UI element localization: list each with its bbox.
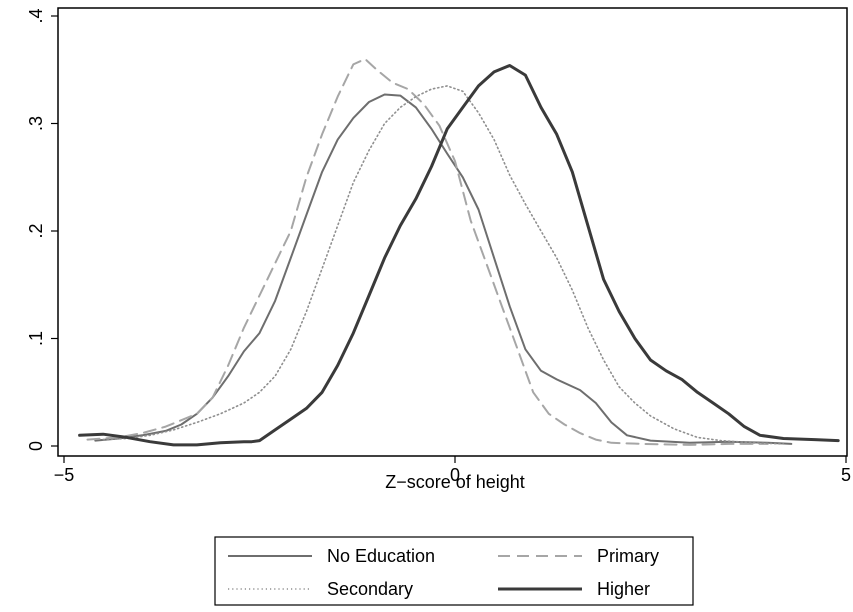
x-tick-label: 0	[450, 465, 460, 485]
y-tick-label: .3	[26, 116, 46, 131]
legend-box	[214, 536, 694, 606]
series-line-higher	[78, 64, 840, 447]
series-line-no-education	[94, 93, 793, 445]
series-line-secondary	[102, 85, 785, 445]
y-axis: 0 .1 .2 .3 .4	[26, 8, 58, 451]
plot-frame	[57, 7, 848, 457]
x-tick-label: 5	[841, 465, 851, 485]
series-line-primary	[86, 58, 769, 446]
legend-label: Secondary	[327, 579, 413, 599]
legend-items: No Education Primary Secondary Higher	[228, 546, 659, 599]
legend-label: No Education	[327, 546, 435, 566]
legend-label: Higher	[597, 579, 650, 599]
y-tick-label: .2	[26, 223, 46, 238]
series-lines	[78, 58, 840, 447]
x-axis: −5 0 5	[54, 456, 851, 485]
y-tick-label: .4	[26, 8, 46, 23]
legend: No Education Primary Secondary Higher	[214, 536, 694, 606]
legend-label: Primary	[597, 546, 659, 566]
y-tick-label: .1	[26, 331, 46, 346]
x-axis-title: Z−score of height	[385, 472, 525, 492]
x-tick-label: −5	[54, 465, 75, 485]
y-tick-label: 0	[26, 441, 46, 451]
